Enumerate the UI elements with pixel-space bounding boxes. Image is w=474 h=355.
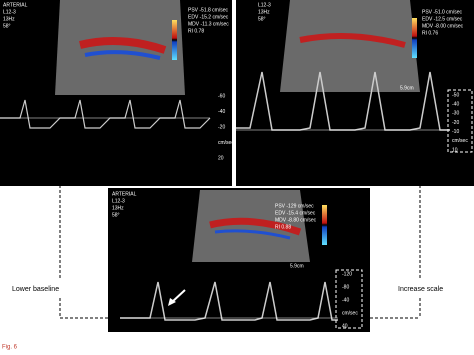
- scale-label: 20: [218, 155, 224, 161]
- header-text: ARTERIAL: [3, 2, 28, 8]
- depth-label: 5.9cm: [400, 85, 414, 91]
- scale-label: 40: [342, 323, 348, 329]
- measurement: RI 0.76: [422, 30, 438, 36]
- measurement: MDV -11.3 cm/sec: [188, 21, 229, 27]
- scale-label: -20: [452, 120, 459, 126]
- header-text: 13Hz: [112, 205, 124, 211]
- scale-label: -30: [452, 111, 459, 117]
- depth-label: 5.9cm: [290, 263, 304, 269]
- measurement: PSV -129 cm/sec: [275, 203, 314, 209]
- header-text: 13Hz: [258, 9, 270, 15]
- measurement: RI 0.78: [188, 28, 204, 34]
- scale-label: -40: [218, 109, 225, 115]
- header-text: L12-3: [258, 2, 271, 8]
- header-text: L12-3: [112, 198, 125, 204]
- scale-label: cm/sec: [452, 138, 468, 144]
- measurement: MDV -8.80 cm/sec: [275, 217, 317, 223]
- scale-label: -120: [342, 271, 352, 277]
- measurement: PSV -51.0 cm/sec: [422, 9, 463, 15]
- scale-label: -60: [218, 93, 225, 99]
- panel-3: [108, 188, 370, 332]
- scale-label: -40: [342, 297, 349, 303]
- header-text: L12-3: [3, 9, 16, 15]
- scale-label: cm/sec: [218, 140, 234, 146]
- scale-label: cm/sec: [342, 310, 358, 316]
- measurement: EDV -15.4 cm/sec: [275, 210, 316, 216]
- header-text: ARTERIAL: [112, 191, 137, 197]
- measurement: PSV -51.8 cm/sec: [188, 7, 229, 13]
- measurement: MDV -8.00 cm/sec: [422, 23, 464, 29]
- measurement: RI 0.88: [275, 224, 291, 230]
- annotation: Lower baseline: [12, 286, 59, 293]
- caption: Fig. 6: [2, 345, 18, 351]
- panel-2: [236, 0, 474, 186]
- header-text: 58°: [258, 16, 266, 22]
- header-text: 13Hz: [3, 16, 15, 22]
- header-text: 58°: [112, 212, 120, 218]
- panel-1: [0, 0, 232, 186]
- annotation: Increase scale: [398, 286, 443, 293]
- scale-label: -20: [218, 124, 225, 130]
- measurement: EDV -12.5 cm/sec: [422, 16, 463, 22]
- scale-label: -80: [342, 284, 349, 290]
- scale-label: 10: [452, 147, 458, 153]
- measurement: EDV -15.2 cm/sec: [188, 14, 229, 20]
- scale-label: -50: [452, 92, 459, 98]
- scale-label: -40: [452, 101, 459, 107]
- header-text: 58°: [3, 23, 11, 29]
- scale-label: -10: [452, 129, 459, 135]
